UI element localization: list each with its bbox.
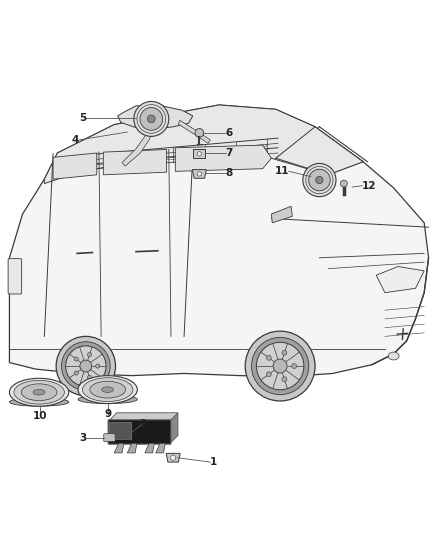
Circle shape <box>88 375 92 379</box>
Text: 10: 10 <box>33 411 47 421</box>
Circle shape <box>256 342 304 390</box>
Polygon shape <box>192 169 206 179</box>
Ellipse shape <box>102 387 113 392</box>
Circle shape <box>316 176 323 184</box>
Circle shape <box>273 359 287 373</box>
Polygon shape <box>44 105 363 183</box>
Ellipse shape <box>10 398 69 406</box>
Text: 1: 1 <box>210 457 218 467</box>
Ellipse shape <box>388 352 399 360</box>
Polygon shape <box>10 105 428 376</box>
Polygon shape <box>276 127 363 175</box>
Ellipse shape <box>78 376 138 403</box>
Ellipse shape <box>10 378 69 406</box>
Ellipse shape <box>21 384 57 401</box>
Polygon shape <box>376 266 424 293</box>
Text: 9: 9 <box>104 409 111 419</box>
Text: 11: 11 <box>274 166 289 176</box>
Circle shape <box>197 172 201 176</box>
Circle shape <box>134 101 169 136</box>
Polygon shape <box>178 120 210 143</box>
Ellipse shape <box>78 388 138 395</box>
Circle shape <box>282 377 287 382</box>
FancyBboxPatch shape <box>108 420 171 444</box>
Circle shape <box>195 128 204 138</box>
Circle shape <box>74 371 78 375</box>
Circle shape <box>266 372 271 377</box>
Circle shape <box>309 169 330 191</box>
Circle shape <box>61 342 110 390</box>
Text: 6: 6 <box>226 128 233 138</box>
Circle shape <box>266 356 271 360</box>
FancyBboxPatch shape <box>110 422 132 439</box>
Ellipse shape <box>78 395 138 403</box>
FancyBboxPatch shape <box>193 149 205 158</box>
Circle shape <box>80 360 92 372</box>
Polygon shape <box>114 443 124 453</box>
Polygon shape <box>53 153 97 179</box>
Circle shape <box>251 337 309 395</box>
Ellipse shape <box>82 378 133 401</box>
Text: 8: 8 <box>226 168 233 178</box>
Polygon shape <box>175 145 272 171</box>
Circle shape <box>140 108 162 130</box>
Polygon shape <box>109 413 178 421</box>
Circle shape <box>170 455 176 461</box>
Ellipse shape <box>10 391 69 398</box>
Text: 7: 7 <box>226 148 233 158</box>
Polygon shape <box>166 454 180 462</box>
Circle shape <box>74 357 78 361</box>
Circle shape <box>340 180 347 187</box>
Circle shape <box>282 350 287 355</box>
Text: 2: 2 <box>139 419 146 429</box>
Polygon shape <box>145 443 154 453</box>
Circle shape <box>292 364 297 368</box>
Ellipse shape <box>14 381 64 404</box>
Ellipse shape <box>90 381 125 398</box>
Text: 3: 3 <box>79 433 86 442</box>
Polygon shape <box>155 443 165 453</box>
Circle shape <box>148 115 155 123</box>
Polygon shape <box>118 105 193 129</box>
FancyBboxPatch shape <box>8 259 21 294</box>
Circle shape <box>303 164 336 197</box>
Circle shape <box>56 336 116 395</box>
Circle shape <box>88 353 92 357</box>
Polygon shape <box>122 128 153 166</box>
Polygon shape <box>127 443 137 453</box>
Polygon shape <box>170 413 178 443</box>
Circle shape <box>197 152 201 156</box>
Text: 5: 5 <box>79 113 86 123</box>
Circle shape <box>95 364 100 368</box>
Text: 4: 4 <box>72 135 79 145</box>
Polygon shape <box>103 149 166 175</box>
Circle shape <box>245 331 315 401</box>
FancyBboxPatch shape <box>104 434 115 441</box>
Ellipse shape <box>33 390 45 395</box>
Circle shape <box>66 346 106 386</box>
Polygon shape <box>272 206 292 223</box>
Text: 12: 12 <box>362 181 377 191</box>
